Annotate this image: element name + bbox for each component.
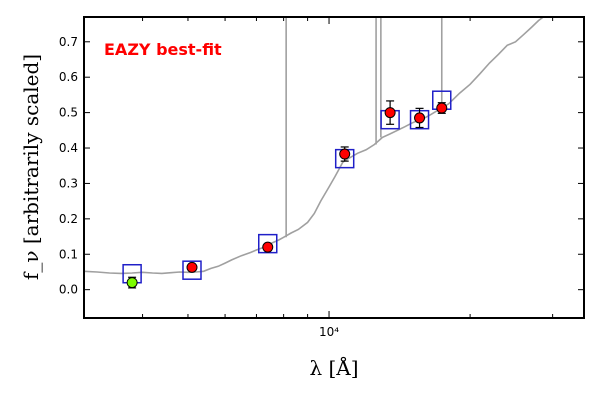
y-tick-label-5: 0.5 bbox=[59, 106, 78, 120]
axis-ticks: 0.0 0.1 0.2 0.3 0.4 0.5 0.6 0.7 10⁴ bbox=[59, 17, 584, 339]
x-tick-label-0: 10⁴ bbox=[319, 325, 339, 339]
observed-flux-layer bbox=[126, 100, 448, 289]
y-tick-label-6: 0.6 bbox=[59, 70, 78, 84]
y-tick-label-3: 0.3 bbox=[59, 176, 78, 190]
observed-flux-point-4 bbox=[339, 148, 351, 160]
y-tick-label-0: 0.0 bbox=[59, 283, 78, 297]
model-flux-box-2 bbox=[182, 260, 202, 280]
y-axis-title: f_ν [arbitrarily scaled] bbox=[19, 54, 43, 280]
x-axis-title: λ [Å] bbox=[309, 355, 358, 380]
plot-frame bbox=[83, 16, 585, 319]
eazy-annotation: EAZY best-fit bbox=[104, 40, 222, 59]
observed-flux-point-6 bbox=[414, 112, 426, 124]
y-tick-label-1: 0.1 bbox=[59, 247, 78, 261]
observed-flux-point-2 bbox=[186, 261, 198, 273]
y-tick-label-2: 0.2 bbox=[59, 212, 78, 226]
template-sed-line bbox=[84, 17, 545, 275]
observed-flux-point-1 bbox=[126, 277, 138, 289]
observed-flux-point-5 bbox=[384, 107, 396, 119]
observed-flux-point-3 bbox=[262, 241, 274, 253]
observed-flux-point-7 bbox=[436, 102, 448, 114]
y-tick-label-7: 0.7 bbox=[59, 35, 78, 49]
y-tick-label-4: 0.4 bbox=[59, 141, 78, 155]
